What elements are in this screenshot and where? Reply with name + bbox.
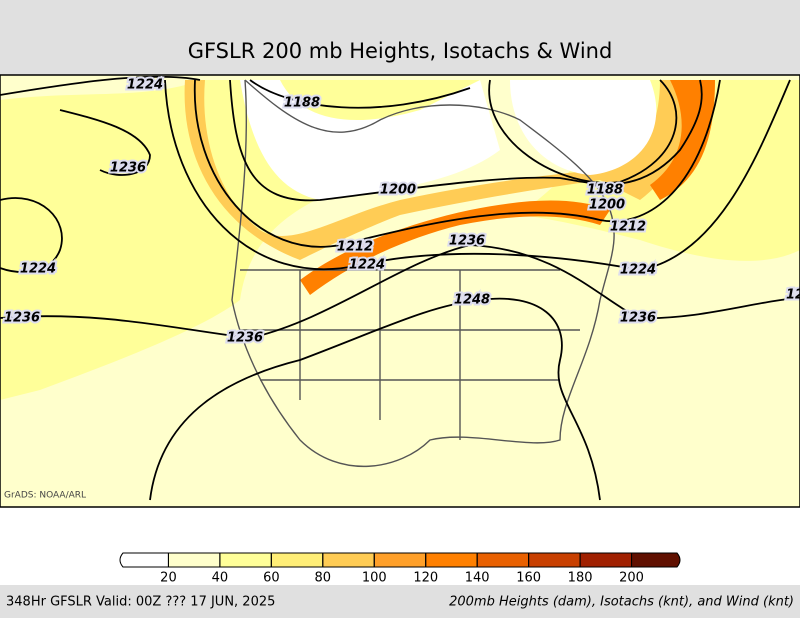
contour — [193, 79, 721, 248]
colorbar-tick-label: 140 — [465, 571, 490, 586]
borders — [240, 269, 580, 440]
colorbar-segment — [425, 552, 478, 568]
colorbar-segment — [476, 552, 530, 568]
header-band — [0, 0, 800, 75]
contour-label: 1188 — [587, 183, 623, 198]
contour — [0, 75, 791, 271]
isotach-120 — [650, 80, 715, 200]
contour — [0, 197, 63, 273]
credit: GrADS: NOAA/ARL — [4, 491, 86, 501]
colorbar-segment — [373, 552, 427, 568]
contour — [229, 79, 703, 202]
contour — [0, 109, 800, 339]
colorbar: 20 40 60 80 100 120 140 160 180 200 — [119, 552, 681, 586]
contour-label: 1224 — [127, 78, 163, 93]
footer-right: 200mb Heights (dam), Isotachs (knt), and… — [449, 595, 794, 610]
contour-label: 1224 — [620, 263, 656, 278]
map-frame — [0, 74, 800, 508]
contour-label: 1200 — [380, 183, 416, 198]
contour-label: 1248 — [454, 293, 490, 308]
colorbar-tick-label: 40 — [212, 571, 229, 586]
contour-label: 1236 — [4, 311, 40, 326]
colorbar-segment — [631, 552, 681, 568]
contour-label: 1212 — [337, 240, 373, 255]
colorbar-tick-label: 60 — [263, 571, 280, 586]
contour-label: 1236 — [227, 331, 263, 346]
colorbar-tick-label: 100 — [362, 571, 387, 586]
colorbar-segment — [219, 552, 272, 568]
colorbar-segment — [579, 552, 633, 568]
contour-label: 1188 — [284, 96, 320, 111]
colorbar-tick-label: 180 — [568, 571, 593, 586]
contour — [149, 297, 601, 501]
colorbar-tick-label: 200 — [619, 571, 644, 586]
contour — [488, 79, 678, 184]
colorbar-segment — [270, 552, 324, 568]
contour-label: 1236 — [110, 161, 146, 176]
colorbar-tick-label: 80 — [315, 571, 332, 586]
footer-band — [0, 585, 800, 618]
contour-label: 1200 — [589, 198, 625, 213]
isotach-low — [510, 80, 657, 175]
isotach-low — [240, 80, 500, 200]
colorbar-segment — [167, 552, 221, 568]
contour-label: 1212 — [610, 220, 646, 235]
contour-label: 1224 — [349, 258, 385, 273]
colorbar-tick-label: 120 — [413, 571, 438, 586]
colorbar-tick-label: 20 — [160, 571, 177, 586]
title: GFSLR 200 mb Heights, Isotachs & Wind — [188, 39, 613, 63]
colorbar-segment — [528, 552, 581, 568]
colorbar-segment — [322, 552, 375, 568]
contour-label: 1224 — [20, 262, 56, 277]
colorbar-segment — [119, 552, 169, 568]
contour — [249, 79, 471, 109]
footer-left: 348Hr GFSLR Valid: 00Z ??? 17 JUN, 2025 — [6, 595, 275, 610]
colorbar-tick-label: 160 — [516, 571, 541, 586]
contour-label: 1236 — [620, 311, 656, 326]
contour-label: 1236 — [449, 234, 485, 249]
contour-label: 12 — [786, 288, 800, 303]
